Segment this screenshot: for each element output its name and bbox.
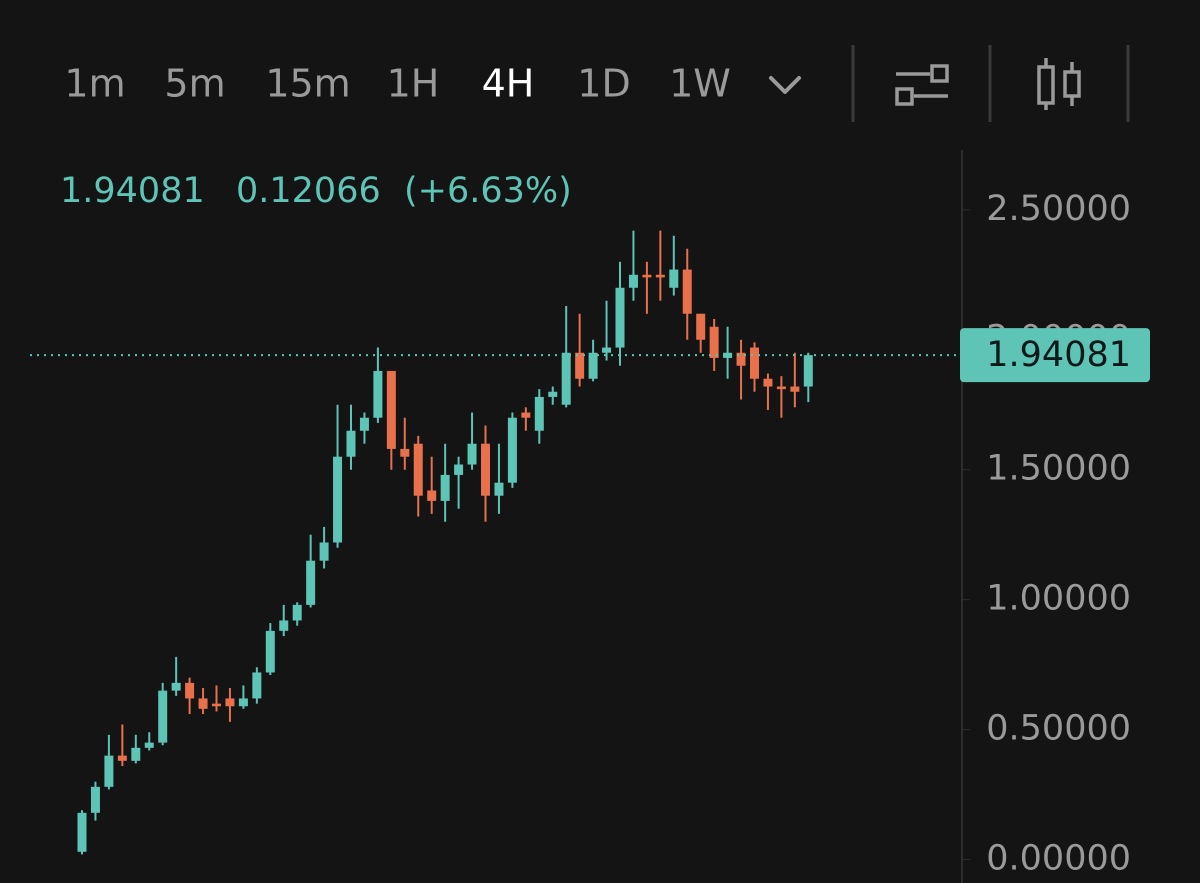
candle-body [682, 269, 692, 314]
candle-body [736, 352, 746, 366]
candle-body [104, 755, 114, 787]
candle-body [454, 464, 464, 475]
candle-body [185, 682, 195, 699]
candle-body [400, 448, 410, 457]
candle-body [117, 755, 127, 761]
y-tick-label: 1.50000 [986, 449, 1131, 489]
current-price-label: 1.94081 [986, 335, 1131, 375]
candle-body [319, 542, 329, 561]
candle-body [776, 386, 786, 390]
candle-body [494, 482, 504, 496]
candle-body [803, 355, 813, 387]
interval-tab[interactable]: 1W [669, 62, 731, 106]
candle-body [521, 412, 531, 418]
candle-body [763, 378, 773, 387]
candle-body [642, 274, 652, 278]
candle-body [198, 698, 208, 709]
interval-tab[interactable]: 4H [482, 62, 535, 106]
candle-body [279, 620, 289, 631]
candle-body [440, 474, 450, 501]
interval-tabs: 1m 5m 15m 1H 4H 1D 1W [64, 62, 730, 106]
candle-body [481, 443, 490, 496]
candle-body [90, 786, 100, 813]
price-change-percent: (+6.63%) [404, 171, 572, 211]
candle-body [265, 630, 275, 673]
candle-body [225, 698, 235, 707]
y-tick-label: 0.50000 [986, 709, 1131, 749]
indicator-settings-icon[interactable] [895, 64, 949, 106]
candle-body [306, 560, 316, 605]
candle-body [158, 690, 168, 743]
interval-tab[interactable]: 1H [387, 62, 440, 106]
interval-tab[interactable]: 1m [64, 62, 125, 106]
candle-body [346, 430, 356, 457]
interval-tab[interactable]: 5m [164, 62, 225, 106]
candle-body [386, 370, 396, 449]
candle-body [534, 396, 544, 431]
price-change: 0.12066 [236, 171, 381, 211]
chart-type-icon[interactable] [1037, 58, 1081, 110]
candle-body [144, 742, 154, 748]
more-intervals[interactable] [769, 76, 801, 94]
candle-body [750, 347, 759, 379]
candle-body [252, 672, 262, 699]
candle-body [575, 352, 585, 379]
candle-body [212, 703, 221, 707]
candle-body [413, 443, 423, 496]
current-price-badge [960, 328, 1150, 383]
candle-body [602, 347, 612, 353]
candle-body [588, 352, 598, 379]
candle-body [628, 274, 638, 288]
candle-body [709, 326, 719, 358]
candle-body [333, 456, 343, 543]
candle-body [373, 370, 383, 418]
candle-body [359, 417, 369, 431]
candle-body [723, 352, 733, 358]
y-tick-label: 1.00000 [986, 579, 1131, 619]
candle-body [561, 352, 571, 405]
candle-body [238, 698, 248, 707]
candle-body [790, 386, 800, 392]
candle-body [615, 287, 625, 348]
last-price: 1.94081 [60, 171, 205, 211]
candle-body [467, 443, 477, 465]
interval-tab[interactable]: 1D [577, 62, 630, 106]
candle-body [507, 417, 517, 483]
candle-body [427, 490, 437, 501]
candle-body [548, 391, 558, 397]
candle-body [669, 269, 679, 288]
candle-body [131, 747, 141, 761]
y-tick-label: 2.50000 [986, 189, 1131, 229]
candle-body [292, 604, 302, 621]
candle-body [696, 313, 706, 340]
interval-tab[interactable]: 15m [265, 62, 350, 106]
candle-body [655, 274, 665, 278]
plot: 0.000000.500001.000001.500002.000002.500… [30, 189, 1150, 879]
candle-body [77, 812, 87, 852]
candle-body [171, 682, 181, 691]
y-tick-label: 0.00000 [986, 839, 1131, 879]
